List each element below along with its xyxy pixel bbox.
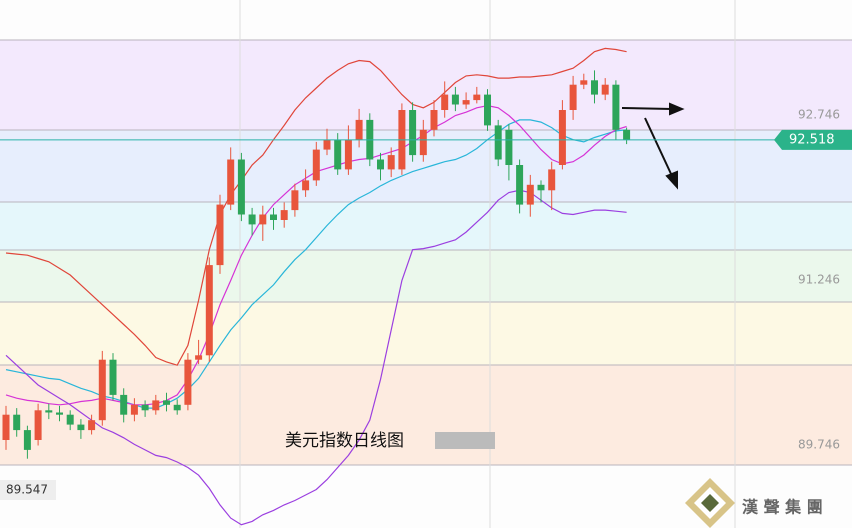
candle-body bbox=[173, 404, 181, 411]
candle-body bbox=[98, 359, 106, 421]
y-tick-label: 91.246 bbox=[798, 272, 840, 286]
candle-body bbox=[270, 214, 277, 220]
candle-body bbox=[548, 169, 556, 191]
candle-body bbox=[409, 110, 417, 156]
candle-body bbox=[152, 400, 160, 411]
candle-body bbox=[45, 410, 53, 413]
candle-body bbox=[537, 184, 545, 191]
candle-body bbox=[259, 214, 267, 225]
candle-body bbox=[248, 214, 256, 225]
candle-body bbox=[66, 414, 74, 425]
candle-body bbox=[612, 84, 620, 130]
candle-body bbox=[516, 165, 524, 205]
candle-body bbox=[387, 155, 395, 170]
candle-body bbox=[227, 159, 235, 205]
candle-body bbox=[430, 110, 438, 130]
candle-body bbox=[591, 80, 598, 95]
candle-body bbox=[23, 430, 31, 450]
candle-body bbox=[109, 359, 117, 395]
chart-title: 美元指数日线图 bbox=[285, 431, 404, 451]
y-tick-label: 89.746 bbox=[798, 437, 840, 451]
current-price-label: 92.518 bbox=[789, 132, 835, 147]
candle-body bbox=[334, 139, 342, 170]
candle-body bbox=[558, 110, 566, 165]
candle-body bbox=[441, 94, 449, 110]
candle-body bbox=[601, 84, 609, 95]
candle-body bbox=[462, 100, 470, 105]
candle-body bbox=[473, 94, 481, 101]
candle-body bbox=[312, 149, 320, 181]
candle-body bbox=[505, 129, 513, 165]
candle-body bbox=[237, 159, 245, 215]
indicator-line bbox=[5, 189, 627, 526]
current-price-box bbox=[774, 129, 852, 150]
candle-body bbox=[184, 359, 192, 405]
candle-body bbox=[205, 265, 213, 356]
candle-body bbox=[419, 129, 427, 156]
candle-body bbox=[451, 94, 459, 105]
candle-body bbox=[130, 404, 138, 415]
candle-body bbox=[88, 420, 96, 431]
candle-body bbox=[120, 394, 128, 415]
watermark: 漢 聲 集 團 bbox=[742, 498, 823, 517]
candle-body bbox=[216, 204, 224, 266]
candle-body bbox=[484, 94, 491, 126]
candle-body bbox=[569, 84, 577, 110]
low-label: 89.547 bbox=[6, 483, 48, 497]
candle-body bbox=[195, 355, 203, 360]
candle-body bbox=[2, 414, 10, 440]
indicator-line bbox=[5, 47, 627, 366]
candle-body bbox=[302, 180, 310, 191]
candle-body bbox=[344, 139, 352, 170]
candle-body bbox=[34, 410, 42, 440]
candle-body bbox=[494, 125, 502, 160]
indicator-line bbox=[5, 119, 627, 409]
candle-body bbox=[377, 159, 384, 170]
candle-body bbox=[291, 190, 299, 211]
candle-body bbox=[141, 404, 149, 411]
low-label-box bbox=[0, 480, 56, 500]
candle-body bbox=[13, 414, 21, 431]
y-tick-label: 92.746 bbox=[798, 107, 840, 121]
candle-body bbox=[323, 139, 331, 150]
plot bbox=[2, 47, 631, 526]
candle-body bbox=[623, 129, 631, 140]
arrows bbox=[621, 102, 685, 190]
candle-body bbox=[77, 424, 85, 431]
blurred-text bbox=[435, 432, 495, 449]
candle-body bbox=[580, 80, 588, 85]
candle-body bbox=[56, 412, 63, 415]
candle-body bbox=[280, 210, 288, 220]
candle-body bbox=[526, 184, 534, 205]
candle-body bbox=[355, 119, 363, 140]
logo bbox=[685, 478, 735, 528]
candle-body bbox=[163, 400, 170, 405]
